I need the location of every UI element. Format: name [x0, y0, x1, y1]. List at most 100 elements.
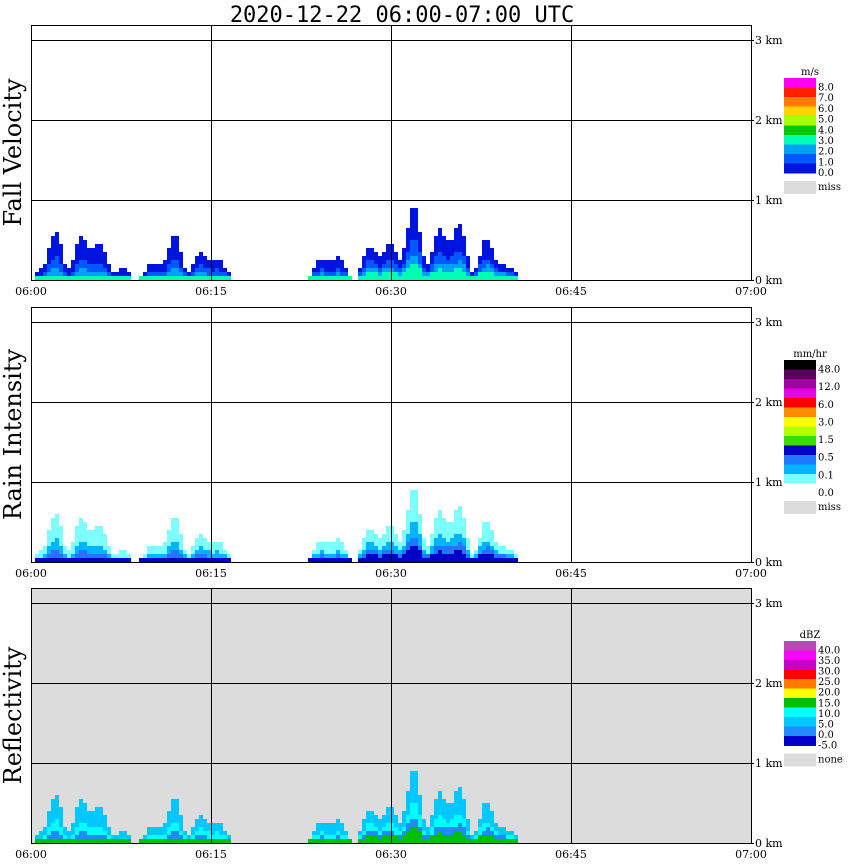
echo-cell	[394, 268, 398, 272]
echo-cell	[51, 248, 55, 252]
echo-cell	[63, 558, 67, 562]
echo-cell	[406, 799, 410, 803]
echo-cell	[328, 558, 332, 562]
echo-cell	[99, 550, 103, 554]
echo-cell	[482, 534, 486, 538]
echo-cell	[414, 498, 418, 502]
echo-cell	[79, 264, 83, 268]
grid	[31, 25, 751, 280]
echo-cell	[51, 252, 55, 256]
echo-cell	[438, 518, 442, 522]
colorbar-swatch	[784, 106, 816, 117]
echo-cell	[95, 248, 99, 252]
echo-cell	[490, 550, 494, 554]
echo-cell	[366, 276, 370, 280]
echo-cell	[336, 538, 340, 542]
echo-cell	[438, 272, 442, 276]
echo-cell	[207, 558, 211, 562]
echo-cell	[478, 538, 482, 542]
echo-cell	[410, 791, 414, 795]
echo-cell	[398, 827, 402, 831]
echo-cell	[434, 803, 438, 807]
echo-cell	[51, 264, 55, 268]
echo-cell	[426, 827, 430, 831]
y-tick-label: 2 km	[755, 114, 783, 127]
colorbar-swatch	[784, 641, 816, 651]
echo-cell	[442, 799, 446, 803]
echo-cell	[486, 831, 490, 835]
echo-cell	[406, 526, 410, 530]
echo-cell	[199, 260, 203, 264]
echo-cell	[95, 264, 99, 268]
echo-cell	[336, 264, 340, 268]
echo-cell	[366, 546, 370, 550]
echo-cell	[175, 811, 179, 815]
echo-cell	[191, 839, 195, 843]
echo-cell	[67, 268, 71, 272]
colorbar-swatch	[784, 379, 816, 389]
echo-cell	[382, 839, 386, 843]
echo-cell	[446, 248, 450, 252]
echo-cell	[75, 554, 79, 558]
echo-cell	[223, 554, 227, 558]
echo-cell	[378, 256, 382, 260]
echo-cell	[123, 268, 127, 272]
echo-cell	[175, 526, 179, 530]
echo-cell	[39, 550, 43, 554]
echo-cell	[494, 835, 498, 839]
echo-cell	[438, 514, 442, 518]
echo-cell	[382, 542, 386, 546]
echo-cell	[47, 534, 51, 538]
echo-cell	[203, 260, 207, 264]
echo-cell	[462, 827, 466, 831]
echo-cell	[75, 526, 79, 530]
echo-cell	[344, 272, 348, 276]
echo-cell	[119, 558, 123, 562]
echo-cell	[462, 799, 466, 803]
echo-cell	[167, 276, 171, 280]
echo-cell	[370, 815, 374, 819]
echo-cell	[55, 807, 59, 811]
echo-cell	[438, 831, 442, 835]
echo-cell	[402, 811, 406, 815]
echo-cell	[215, 558, 219, 562]
echo-cell	[336, 835, 340, 839]
echo-cell	[175, 538, 179, 542]
echo-cell	[167, 268, 171, 272]
echo-cell	[155, 839, 159, 843]
echo-cell	[478, 827, 482, 831]
echo-cell	[75, 530, 79, 534]
echo-cell	[510, 558, 514, 562]
echo-cell	[462, 244, 466, 248]
echo-cell	[414, 208, 418, 212]
echo-cell	[418, 272, 422, 276]
echo-cell	[107, 264, 111, 268]
echo-cell	[478, 835, 482, 839]
echo-cell	[159, 550, 163, 554]
echo-cell	[438, 799, 442, 803]
echo-cell	[47, 815, 51, 819]
echo-cell	[458, 538, 462, 542]
echo-cell	[442, 546, 446, 550]
echo-cell	[418, 534, 422, 538]
echo-cell	[418, 514, 422, 518]
echo-cell	[410, 546, 414, 550]
echo-cell	[386, 256, 390, 260]
echo-cell	[410, 260, 414, 264]
echo-cell	[458, 815, 462, 819]
echo-cell	[454, 835, 458, 839]
echo-cell	[414, 542, 418, 546]
echo-cell	[55, 526, 59, 530]
echo-cell	[414, 827, 418, 831]
echo-cell	[414, 550, 418, 554]
echo-cell	[55, 835, 59, 839]
echo-cell	[183, 268, 187, 272]
echo-cell	[362, 819, 366, 823]
echo-cell	[51, 244, 55, 248]
echo-cell	[207, 550, 211, 554]
echo-cell	[446, 827, 450, 831]
echo-cell	[71, 554, 75, 558]
echo-cell	[454, 522, 458, 526]
echo-cell	[402, 831, 406, 835]
echo-cell	[454, 791, 458, 795]
